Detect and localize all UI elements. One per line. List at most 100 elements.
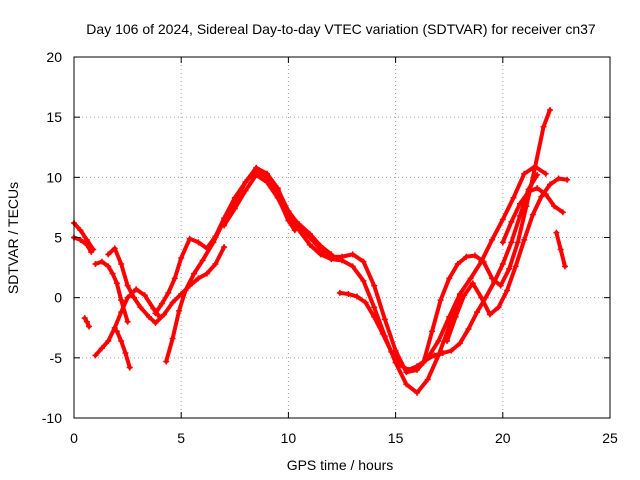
data-point <box>504 287 511 294</box>
y-tick-label: -5 <box>50 350 63 366</box>
data-point <box>529 211 536 218</box>
data-point <box>499 260 506 267</box>
y-tick-label: 5 <box>54 230 62 246</box>
data-point <box>86 323 93 330</box>
data-point <box>221 244 228 251</box>
data-point <box>306 241 313 248</box>
data-point <box>98 258 105 265</box>
data-point <box>463 253 470 260</box>
data-point <box>405 366 412 373</box>
data-point <box>83 318 90 325</box>
data-point <box>171 275 178 282</box>
data-point <box>454 260 461 267</box>
data-point <box>349 263 356 270</box>
data-point <box>92 352 99 359</box>
data-point <box>336 289 343 296</box>
data-point <box>111 245 118 252</box>
data-point <box>534 185 541 192</box>
data-point <box>542 170 549 177</box>
data-point <box>497 282 504 289</box>
data-point <box>360 258 367 265</box>
data-point <box>499 239 506 246</box>
data-point <box>176 307 183 314</box>
data-point <box>551 203 558 210</box>
data-point <box>199 257 206 264</box>
series-trace <box>106 245 227 325</box>
data-point <box>285 215 292 222</box>
data-point <box>165 289 172 296</box>
data-point <box>414 363 421 370</box>
data-point <box>461 292 468 299</box>
data-point <box>221 222 228 229</box>
data-point <box>203 270 210 277</box>
series-trace <box>500 186 565 245</box>
data-point <box>158 300 165 307</box>
data-point <box>360 277 367 284</box>
data-point <box>161 311 168 318</box>
data-point <box>88 248 95 255</box>
data-point <box>126 364 133 371</box>
data-point <box>499 216 506 223</box>
data-point <box>113 280 120 287</box>
chart-title: Day 106 of 2024, Sidereal Day-to-day VTE… <box>86 21 596 37</box>
y-axis-label: SDTVAR / TECUs <box>5 182 21 294</box>
data-point <box>437 297 444 304</box>
data-point <box>141 292 148 299</box>
data-point <box>317 246 324 253</box>
data-point <box>465 325 472 332</box>
data-point <box>456 340 463 347</box>
data-point <box>486 311 493 318</box>
data-point <box>452 313 459 320</box>
data-point <box>81 315 88 322</box>
data-point <box>122 350 129 357</box>
data-point <box>523 203 530 210</box>
data-point <box>328 253 335 260</box>
data-point <box>546 181 553 188</box>
data-point <box>345 291 352 298</box>
data-point <box>191 270 198 277</box>
data-point <box>146 313 153 320</box>
series-arc-5 <box>92 258 131 325</box>
data-point <box>113 328 120 335</box>
data-point <box>379 330 386 337</box>
data-point <box>77 236 84 243</box>
series-trace <box>72 221 96 252</box>
data-point <box>531 164 538 171</box>
x-tick-label: 10 <box>281 430 297 446</box>
series-arc-10 <box>221 171 463 396</box>
data-point <box>118 260 125 267</box>
data-point <box>371 282 378 289</box>
data-point <box>446 275 453 282</box>
data-point <box>495 304 502 311</box>
data-point <box>231 205 238 212</box>
data-point <box>448 347 455 354</box>
data-point <box>296 222 303 229</box>
data-point <box>137 304 144 311</box>
data-point <box>478 294 485 301</box>
data-point <box>525 188 532 195</box>
x-axis-ticks: 0 5 10 15 20 25 <box>70 57 618 446</box>
data-point <box>98 345 105 352</box>
data-point <box>516 212 523 219</box>
data-point <box>514 239 521 246</box>
data-point <box>489 275 496 282</box>
data-point <box>263 170 270 177</box>
data-point <box>178 254 185 261</box>
data-point <box>489 236 496 243</box>
series-trace <box>164 166 334 364</box>
data-point <box>105 251 112 258</box>
data-point <box>469 280 476 287</box>
data-point <box>83 241 90 248</box>
series-arc-3 <box>81 315 93 330</box>
data-point <box>105 263 112 270</box>
x-axis-label: GPS time / hours <box>287 457 394 473</box>
data-point <box>124 294 131 301</box>
data-point <box>339 253 345 260</box>
data-series-layer <box>71 106 571 396</box>
x-tick-label: 20 <box>495 430 511 446</box>
data-point <box>435 337 442 344</box>
data-point <box>111 324 118 331</box>
y-tick-label: 0 <box>54 290 62 306</box>
data-point <box>263 179 270 186</box>
